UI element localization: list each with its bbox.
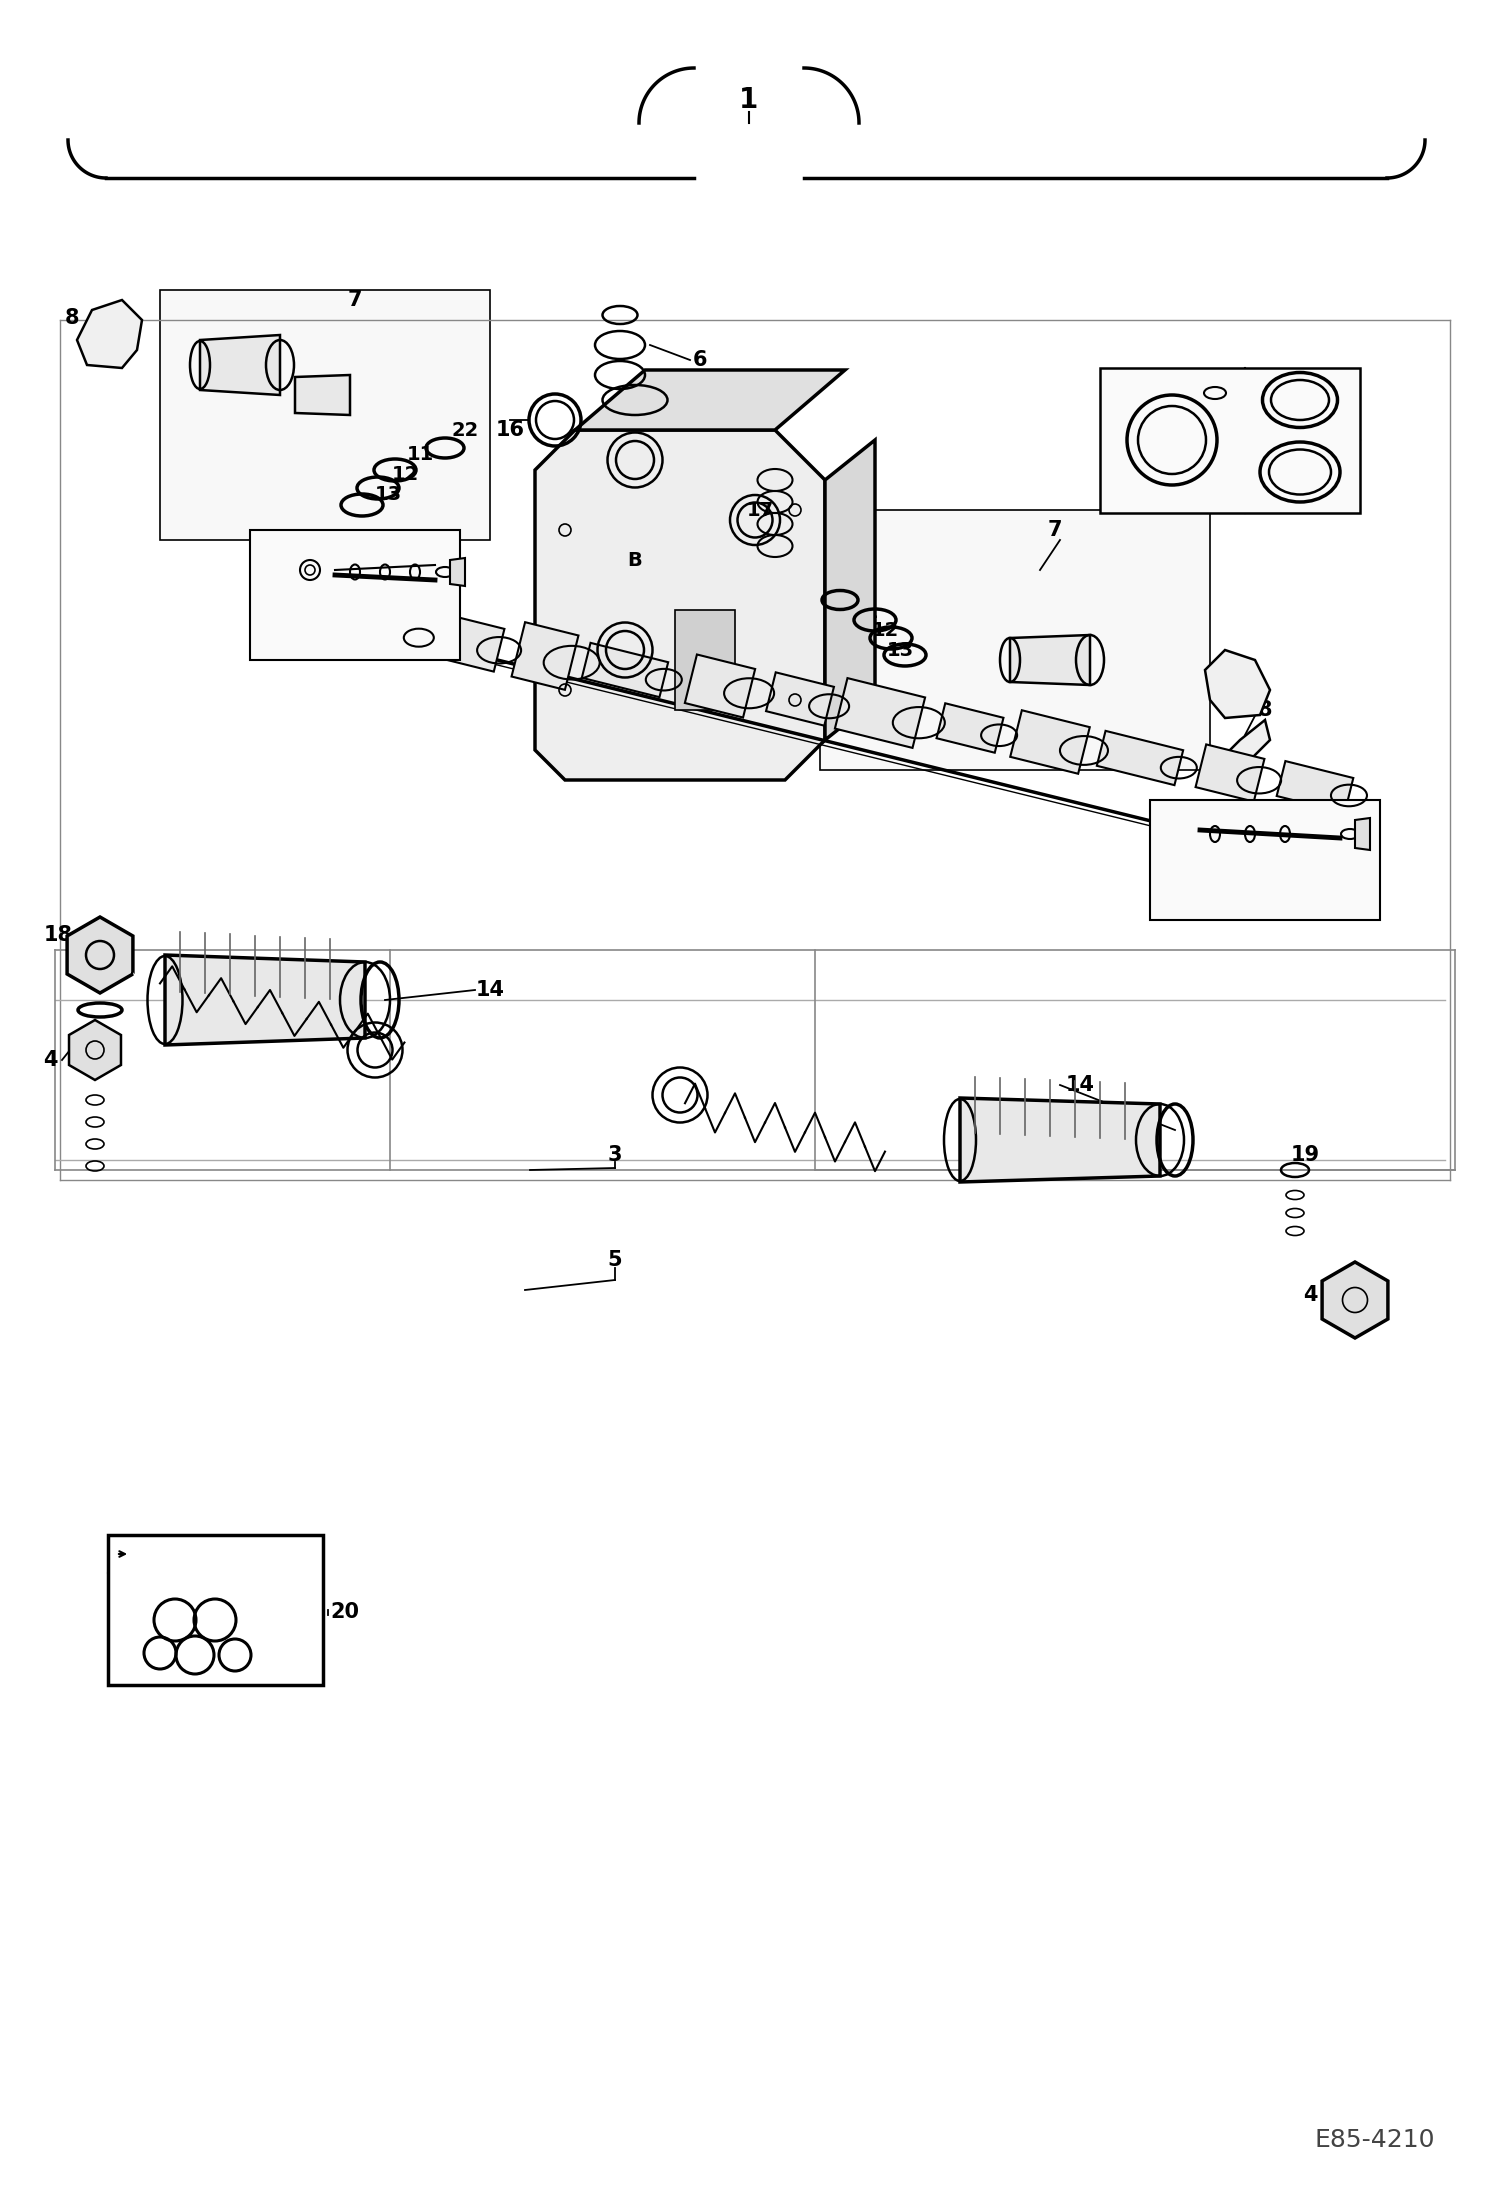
Text: 7: 7 (1047, 520, 1062, 539)
Bar (1100, 368, 1360, 513)
Text: 15: 15 (1161, 875, 1189, 895)
Polygon shape (1010, 636, 1091, 684)
Text: 4: 4 (1303, 1285, 1317, 1305)
Polygon shape (581, 643, 668, 697)
Text: B: B (628, 550, 643, 570)
Polygon shape (76, 300, 142, 368)
Polygon shape (201, 336, 280, 395)
Polygon shape (436, 614, 505, 671)
Polygon shape (160, 289, 490, 539)
Text: 14: 14 (1065, 1075, 1095, 1094)
Text: 20: 20 (331, 1603, 360, 1623)
Text: 21: 21 (1276, 377, 1303, 395)
Bar (676, 610, 736, 711)
Bar (1150, 800, 1380, 921)
Text: 2: 2 (843, 489, 857, 511)
Text: 17: 17 (746, 500, 773, 520)
Polygon shape (1204, 649, 1270, 717)
Text: 15: 15 (256, 614, 285, 636)
Text: 14: 14 (475, 980, 505, 1000)
Polygon shape (1010, 711, 1089, 774)
Text: 5: 5 (608, 1250, 622, 1270)
Polygon shape (337, 603, 422, 651)
Text: 19: 19 (1290, 1145, 1320, 1164)
Polygon shape (1195, 743, 1264, 803)
Polygon shape (69, 1020, 121, 1079)
Polygon shape (960, 1099, 1159, 1182)
Polygon shape (834, 678, 926, 748)
Polygon shape (1225, 719, 1270, 761)
Text: 16: 16 (496, 421, 524, 441)
Polygon shape (295, 375, 351, 414)
Polygon shape (1356, 818, 1371, 851)
Text: 17: 17 (746, 410, 773, 430)
Polygon shape (67, 917, 133, 993)
Text: 13: 13 (374, 485, 401, 504)
Polygon shape (165, 954, 366, 1046)
Text: 1: 1 (740, 86, 758, 114)
Text: 22: 22 (451, 421, 479, 439)
Text: 3: 3 (608, 1145, 622, 1164)
Text: 11: 11 (851, 603, 879, 621)
Text: 8: 8 (1258, 700, 1272, 719)
Polygon shape (1276, 761, 1353, 814)
Polygon shape (825, 441, 875, 739)
Polygon shape (575, 371, 845, 430)
Text: 9: 9 (1293, 450, 1306, 467)
Text: A: A (718, 651, 733, 669)
Text: SEAL KIT: SEAL KIT (189, 1546, 258, 1561)
Bar (250, 531, 460, 660)
Text: 4: 4 (43, 1050, 57, 1070)
Polygon shape (685, 654, 755, 717)
Text: 13: 13 (887, 640, 914, 660)
Text: 11: 11 (406, 445, 433, 465)
Polygon shape (819, 511, 1210, 770)
Polygon shape (1323, 1261, 1389, 1338)
Text: 12: 12 (872, 621, 899, 640)
Text: 10: 10 (1115, 379, 1141, 397)
Text: E85-4210: E85-4210 (1315, 2127, 1435, 2151)
Text: 22: 22 (831, 570, 858, 590)
Text: 12: 12 (391, 465, 418, 485)
Polygon shape (1097, 730, 1183, 785)
Bar (108, 1535, 324, 1684)
Polygon shape (535, 430, 825, 781)
Text: 6: 6 (692, 351, 707, 371)
Polygon shape (449, 557, 464, 586)
Text: 18: 18 (43, 925, 72, 945)
Text: 7: 7 (348, 289, 363, 309)
Polygon shape (765, 673, 834, 726)
Polygon shape (511, 623, 578, 691)
Polygon shape (936, 704, 1004, 752)
Text: 8: 8 (64, 307, 79, 329)
